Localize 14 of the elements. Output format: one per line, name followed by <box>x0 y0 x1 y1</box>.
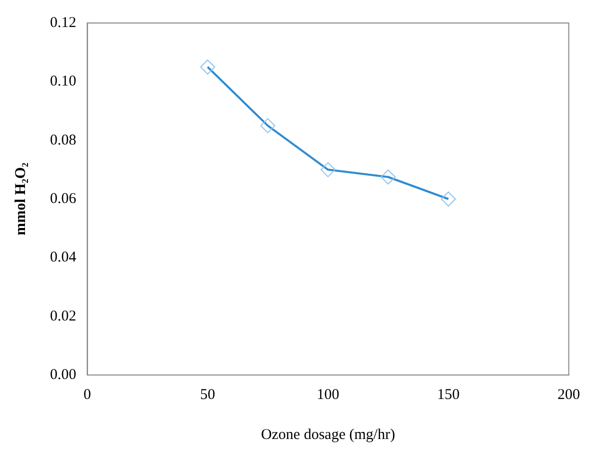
x-tick-label: 50 <box>200 386 216 403</box>
y-tick-label: 0.00 <box>50 366 76 383</box>
y-axis-title: mmol H₂O₂ <box>12 162 29 236</box>
x-tick-label: 200 <box>558 386 580 403</box>
y-tick-label: 0.02 <box>50 308 76 324</box>
y-tick-label: 0.08 <box>50 132 76 148</box>
x-axis-title: Ozone dosage (mg/hr) <box>260 426 396 443</box>
x-tick-label: 150 <box>437 386 460 403</box>
x-tick-label: 100 <box>316 386 340 403</box>
y-tick-label: 0.06 <box>50 190 77 207</box>
x-tick-label: 0 <box>84 386 91 403</box>
y-tick-label: 0.04 <box>50 250 77 266</box>
y-tick-label: 0.10 <box>50 74 76 90</box>
y-tick-label: 0.12 <box>50 14 76 31</box>
